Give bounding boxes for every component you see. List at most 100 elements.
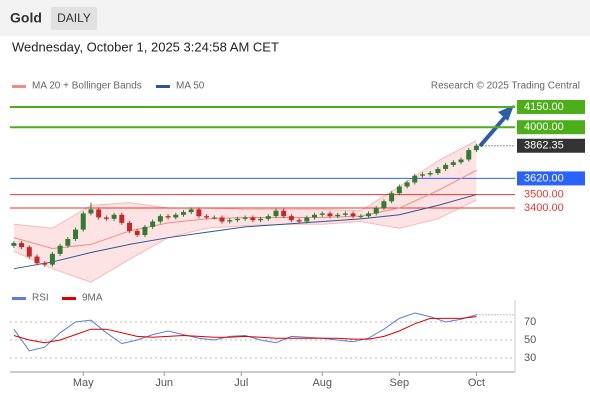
candle-body (335, 214, 341, 217)
rsi-line (13, 312, 477, 352)
candle-body (11, 243, 17, 246)
level-label: 4000.00 (524, 121, 564, 133)
moving-average (13, 194, 477, 270)
candle-body (342, 213, 348, 215)
candle-body (103, 217, 109, 219)
candle-body (412, 175, 418, 183)
candle-body (80, 213, 86, 230)
rsi-tick-label: 50 (524, 334, 536, 346)
trend-arrow (478, 114, 508, 148)
candle-body (366, 213, 372, 217)
candle-body (458, 159, 464, 163)
rsi-legend-label: 9MA (82, 293, 103, 304)
candle-body (373, 208, 379, 214)
level-label: 3400.00 (524, 202, 564, 214)
candle-body (188, 209, 194, 213)
date-subtitle: Wednesday, October 1, 2025 3:24:58 AM CE… (12, 39, 279, 54)
candle-body (396, 186, 402, 194)
trend-arrow-head (498, 105, 514, 121)
candle-body (312, 214, 318, 218)
candle-body (111, 214, 117, 219)
candle-body (404, 182, 410, 187)
candle-body (319, 213, 325, 215)
candle-body (358, 216, 364, 218)
x-tick-label: Sep (390, 377, 410, 389)
attribution: Research © 2025 Trading Central (431, 81, 580, 92)
candle-body (389, 193, 395, 202)
legend-swatch (12, 85, 26, 88)
candle-body (19, 243, 25, 248)
candle-body (350, 213, 356, 217)
candle-body (88, 209, 94, 214)
bollinger-lower (13, 199, 477, 283)
candle-body (26, 247, 32, 257)
candle-body (180, 212, 186, 215)
bollinger-fill (13, 140, 477, 283)
legend-swatch (156, 85, 170, 88)
candle-body (65, 239, 71, 246)
candle-body (273, 210, 279, 217)
x-tick-label: Jun (155, 377, 173, 389)
candle-body (157, 216, 163, 222)
timeframe-badge[interactable] (51, 7, 97, 30)
candle-body (381, 201, 387, 209)
candle-body (327, 213, 333, 217)
instrument-title: Gold (10, 10, 42, 26)
candle-body (96, 209, 102, 218)
candle-body (473, 145, 479, 151)
level-label: 3620.00 (524, 172, 564, 184)
candle-body (42, 263, 48, 265)
level-label-box (517, 99, 585, 114)
candle-body (242, 217, 248, 219)
candle-body (204, 216, 210, 218)
x-tick-label: May (73, 377, 94, 389)
rsi-tick-label: 30 (524, 352, 536, 364)
rsi-legend-swatch (62, 297, 76, 300)
level-label: 4150.00 (524, 101, 564, 113)
rsi-tick-label: 70 (524, 316, 536, 328)
legend-label: MA 20 + Bollinger Bands (32, 81, 142, 92)
candle-body (304, 217, 310, 222)
level-label: 3500.00 (524, 188, 564, 200)
timeframe[interactable]: DAILY (57, 11, 91, 25)
candle-body (435, 168, 441, 174)
candle-body (73, 229, 79, 240)
rsi-legend-label: RSI (32, 293, 49, 304)
candle-body (265, 216, 271, 219)
rsi-legend-swatch (12, 297, 26, 300)
candle-body (288, 216, 294, 221)
candle-body (134, 230, 140, 235)
candle-body (150, 221, 156, 227)
candle-body (211, 217, 217, 219)
candle-body (258, 218, 264, 221)
candle-body (49, 253, 55, 265)
candle-body (450, 162, 456, 165)
legend-label: MA 50 (176, 81, 205, 92)
header-bar (0, 0, 590, 36)
candle-body (57, 245, 63, 254)
candle-body (119, 214, 125, 223)
candle-body (427, 173, 433, 175)
candle-body (227, 220, 233, 222)
candle-body (34, 256, 40, 264)
candle-body (234, 218, 240, 221)
level-label-box (517, 171, 585, 186)
x-tick-label: Jul (234, 377, 248, 389)
last-price-box (517, 138, 585, 153)
candle-body (466, 150, 472, 160)
candle-body (443, 164, 449, 169)
level-label-box (517, 120, 585, 135)
candle-body (173, 214, 179, 218)
candle-body (419, 174, 425, 176)
x-tick-label: Aug (312, 377, 332, 389)
candle-body (281, 210, 287, 217)
candle-body (127, 222, 133, 231)
candle-body (296, 220, 302, 222)
rsi-line (13, 316, 477, 344)
candle-body (250, 217, 256, 221)
candle-body (142, 226, 148, 235)
x-tick-label: Oct (468, 377, 485, 389)
candle-body (165, 216, 171, 218)
last-price-label: 3862.35 (524, 140, 564, 152)
